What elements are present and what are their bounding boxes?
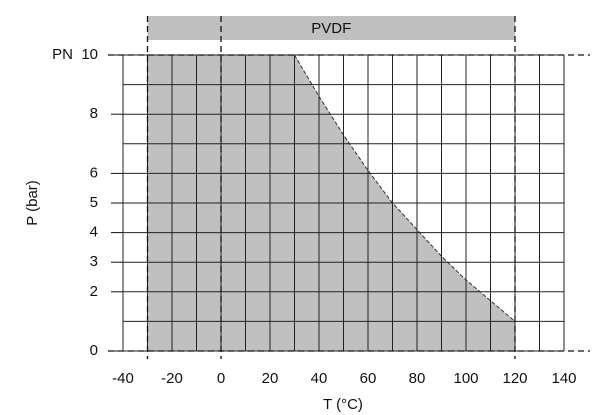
x-tick-label: 140 [551, 370, 576, 387]
y-tick-label: PN 10 [52, 46, 98, 63]
x-tick-label: 80 [409, 370, 426, 387]
x-tick-label: 0 [217, 370, 225, 387]
x-tick-label: 100 [453, 370, 478, 387]
y-tick-label: 2 [90, 283, 98, 300]
limit-curve [294, 54, 516, 322]
band [147, 16, 515, 40]
x-tick-label: 40 [311, 370, 328, 387]
x-axis-label: T (°C) [323, 396, 363, 413]
y-tick-label: 3 [90, 253, 98, 270]
y-tick-label: 8 [90, 105, 98, 122]
x-tick-label: -20 [161, 370, 183, 387]
x-tick-label: 120 [502, 370, 527, 387]
x-tick-label: 60 [360, 370, 377, 387]
y-tick-label: 0 [90, 342, 98, 359]
y-tick-label: 4 [90, 224, 98, 241]
y-tick-label: 5 [90, 194, 98, 211]
y-tick-label: 6 [90, 164, 98, 181]
x-tick-label: -40 [112, 370, 134, 387]
band-label: PVDF [311, 20, 351, 37]
y-axis-label: P (bar) [24, 180, 41, 226]
x-tick-label: 20 [262, 370, 279, 387]
